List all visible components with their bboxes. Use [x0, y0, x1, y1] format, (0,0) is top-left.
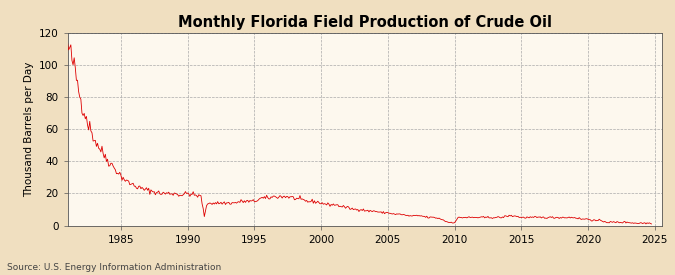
- Text: Source: U.S. Energy Information Administration: Source: U.S. Energy Information Administ…: [7, 263, 221, 272]
- Y-axis label: Thousand Barrels per Day: Thousand Barrels per Day: [24, 62, 34, 197]
- Title: Monthly Florida Field Production of Crude Oil: Monthly Florida Field Production of Crud…: [178, 15, 551, 31]
